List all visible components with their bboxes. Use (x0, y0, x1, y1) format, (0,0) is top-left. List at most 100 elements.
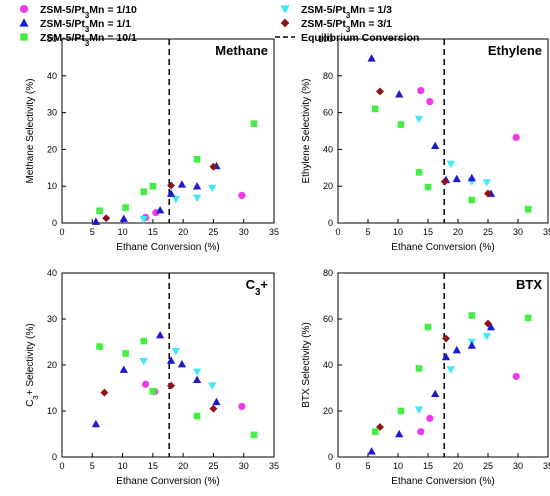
data-point (209, 162, 218, 171)
data-point (426, 97, 434, 106)
data-point (482, 332, 491, 341)
data-point (122, 204, 129, 211)
x-tick-label: 0 (59, 227, 64, 237)
data-point (139, 358, 148, 366)
x-tick-label: 20 (178, 461, 188, 471)
data-point (452, 345, 461, 354)
data-point (102, 214, 111, 223)
panel-btx: 0 5 10 15 20 25 30 35 0 20 40 60 80 Ethane Conversion… (301, 268, 550, 487)
y-axis-label-ethylene: Ethylene Selectivity (%) (301, 78, 312, 183)
legend-entry-s2: ZSM-5/Pt3Mn = 1/3 (280, 4, 392, 20)
x-tick-label: 5 (90, 227, 95, 237)
series-s2-ethylene (414, 115, 491, 187)
data-point (171, 195, 181, 204)
y-axis-label-methane: Methane Selectivity (%) (25, 78, 36, 183)
series-s4-methane (102, 162, 218, 223)
x-tick-label: 10 (118, 461, 128, 471)
x-tick-label: 10 (118, 227, 128, 237)
x-axis-label-btx: Ethane Conversion (%) (391, 476, 494, 487)
data-point (149, 387, 157, 395)
y-tick-label: 60 (323, 314, 333, 324)
y-tick-label: 0 (52, 452, 57, 462)
data-point (140, 188, 148, 196)
legend-entry-eq: Equilibrium Conversion (275, 32, 419, 44)
data-point (96, 343, 103, 350)
data-point (192, 368, 202, 377)
data-point (139, 216, 148, 224)
legend-marker-s5 (20, 33, 28, 41)
data-point (524, 314, 532, 322)
x-tick-label: 25 (483, 227, 493, 237)
data-point (468, 312, 476, 319)
y-tick-label: 0 (328, 218, 333, 228)
legend-entry-s1: ZSM-5/Pt3Mn = 1/10 (20, 4, 137, 20)
x-tick-label: 0 (59, 461, 64, 471)
data-point (484, 319, 492, 328)
data-point (440, 177, 449, 186)
plot-frame-c3plus (61, 272, 275, 458)
series-s4-ethylene (376, 87, 492, 198)
y-tick-label: 40 (47, 71, 57, 81)
x-tick-label: 25 (208, 461, 218, 471)
legend-marker-s4 (280, 18, 290, 28)
data-point (417, 428, 425, 436)
data-point (193, 156, 201, 163)
legend-label-s1: ZSM-5/Pt3Mn = 1/10 (40, 4, 137, 20)
x-tick-label: 25 (208, 227, 218, 237)
legend-label-s3: ZSM-5/Pt3Mn = 1/1 (40, 18, 131, 34)
x-tick-label: 0 (335, 227, 340, 237)
data-point (452, 174, 461, 183)
legend-entry-s4: ZSM-5/Pt3Mn = 3/1 (280, 18, 392, 34)
data-point (96, 207, 103, 215)
data-point (446, 366, 455, 374)
data-point (414, 406, 424, 414)
data-point (250, 431, 258, 439)
data-point (141, 380, 150, 388)
series-s5-methane (96, 120, 258, 215)
data-point (426, 414, 434, 422)
data-point (524, 205, 532, 213)
plot-frame-ethylene (337, 38, 549, 224)
data-point (212, 397, 221, 406)
series-s2-c3plus (139, 347, 217, 390)
legend-entry-s3: ZSM-5/Pt3Mn = 1/1 (19, 18, 131, 34)
data-point (166, 189, 176, 197)
data-point (155, 330, 165, 339)
panel-ethylene: 0 5 10 15 20 25 30 35 0 20 40 60 80 100 Ethane Convers… (301, 34, 550, 253)
x-tick-label: 20 (453, 227, 463, 237)
y-tick-label: 10 (47, 406, 57, 416)
data-point (238, 191, 246, 199)
x-tick-label: 15 (423, 461, 433, 471)
data-point (467, 341, 476, 349)
y-tick-label: 30 (47, 108, 57, 118)
panel-title-methane: Methane (215, 43, 268, 58)
x-tick-label: 35 (269, 461, 279, 471)
y-tick-label: 30 (47, 314, 57, 324)
data-point (482, 179, 491, 187)
x-tick-label: 30 (513, 461, 523, 471)
plot-frame-btx (337, 272, 549, 458)
y-tick-label: 80 (323, 71, 333, 81)
data-point (238, 402, 246, 410)
y-tick-label: 40 (323, 360, 333, 370)
x-tick-label: 35 (543, 227, 550, 237)
data-point (167, 381, 175, 390)
series-s4-c3plus (100, 381, 218, 413)
data-point (424, 183, 432, 191)
data-point (91, 217, 101, 225)
data-point (442, 334, 450, 343)
y-tick-label: 20 (323, 181, 333, 191)
data-point (208, 382, 217, 390)
x-tick-label: 15 (423, 227, 433, 237)
x-tick-label: 10 (393, 227, 403, 237)
data-point (486, 322, 496, 331)
data-point (91, 419, 101, 428)
data-point (140, 337, 148, 345)
data-point (193, 412, 201, 420)
legend-marker-s3 (19, 18, 29, 27)
legend-entry-s5: ZSM-5/Pt3Mn = 10/1 (20, 32, 137, 48)
x-tick-label: 5 (90, 461, 95, 471)
data-point (415, 169, 423, 176)
data-point (192, 194, 202, 203)
